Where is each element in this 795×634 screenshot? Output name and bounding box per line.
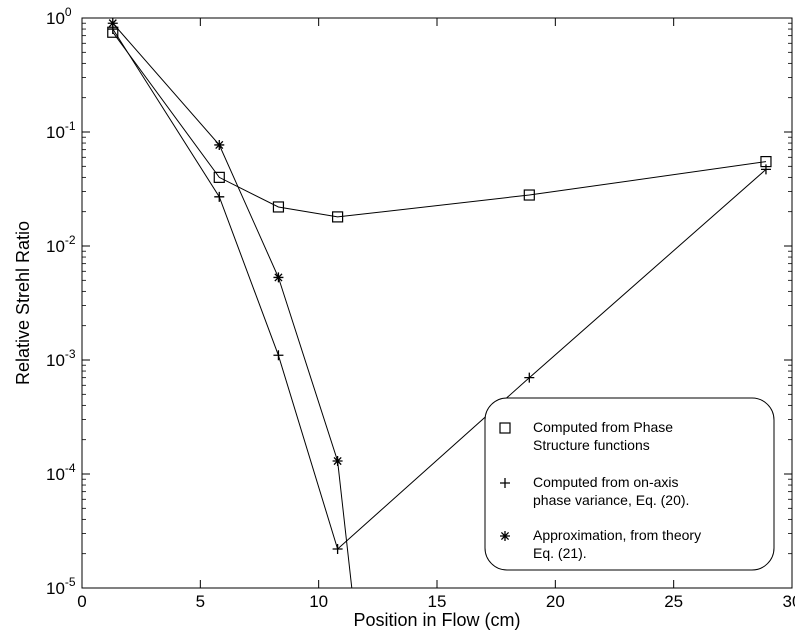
legend-marker-1 [499,422,511,434]
x-tick-label: 25 [664,592,683,611]
y-tick-label: 10-5 [46,575,76,598]
legend-marker-3 [500,531,510,541]
x-tick-label: 15 [428,592,447,611]
legend-label-1: Structure functions [533,437,650,453]
x-tick-label: 20 [546,592,565,611]
y-tick-label: 100 [46,5,72,28]
series-2-marker [524,372,535,383]
legend-label-2: phase variance, Eq. (20). [533,492,689,508]
legend-marker-2 [500,478,510,488]
series-3-marker [107,18,118,29]
series-1-marker [332,211,344,223]
y-tick-label: 10-4 [46,461,76,484]
legend: Computed from Phase Structure functions Co… [484,397,775,571]
axis-ticks: 0 5 10 15 20 25 30 100 10-1 10-2 10-3 10-4 10-5 [46,5,795,611]
y-tick-label: 10-2 [46,233,76,256]
y-axis-title: Relative Strehl Ratio [13,221,33,385]
x-axis-title: Position in Flow (cm) [353,610,520,630]
legend-label-1: Computed from Phase [533,419,673,435]
legend-label-3: Eq. (21). [533,545,587,561]
series-3-marker [332,456,343,467]
series-3-marker [273,272,284,283]
x-tick-label: 10 [309,592,328,611]
series-2-marker [273,350,284,361]
series-3-marker [214,139,225,150]
series-1-marker [213,171,225,183]
series-1-marker [272,201,285,213]
series-markers [107,18,772,554]
x-tick-label: 0 [77,592,86,611]
y-tick-label: 10-3 [46,347,76,370]
y-tick-label: 10-1 [46,119,76,142]
series-2-marker [760,164,771,175]
x-tick-label: 5 [196,592,205,611]
legend-box [484,397,775,571]
legend-label-2: Computed from on-axis [533,474,679,490]
legend-label-3: Approximation, from theory [533,527,701,543]
series-line-2 [112,28,767,550]
series-2-marker [332,543,343,554]
series-2-marker [214,191,225,202]
x-tick-label: 30 [783,592,795,611]
series-line-1 [112,31,767,218]
series-1-marker [523,189,535,201]
